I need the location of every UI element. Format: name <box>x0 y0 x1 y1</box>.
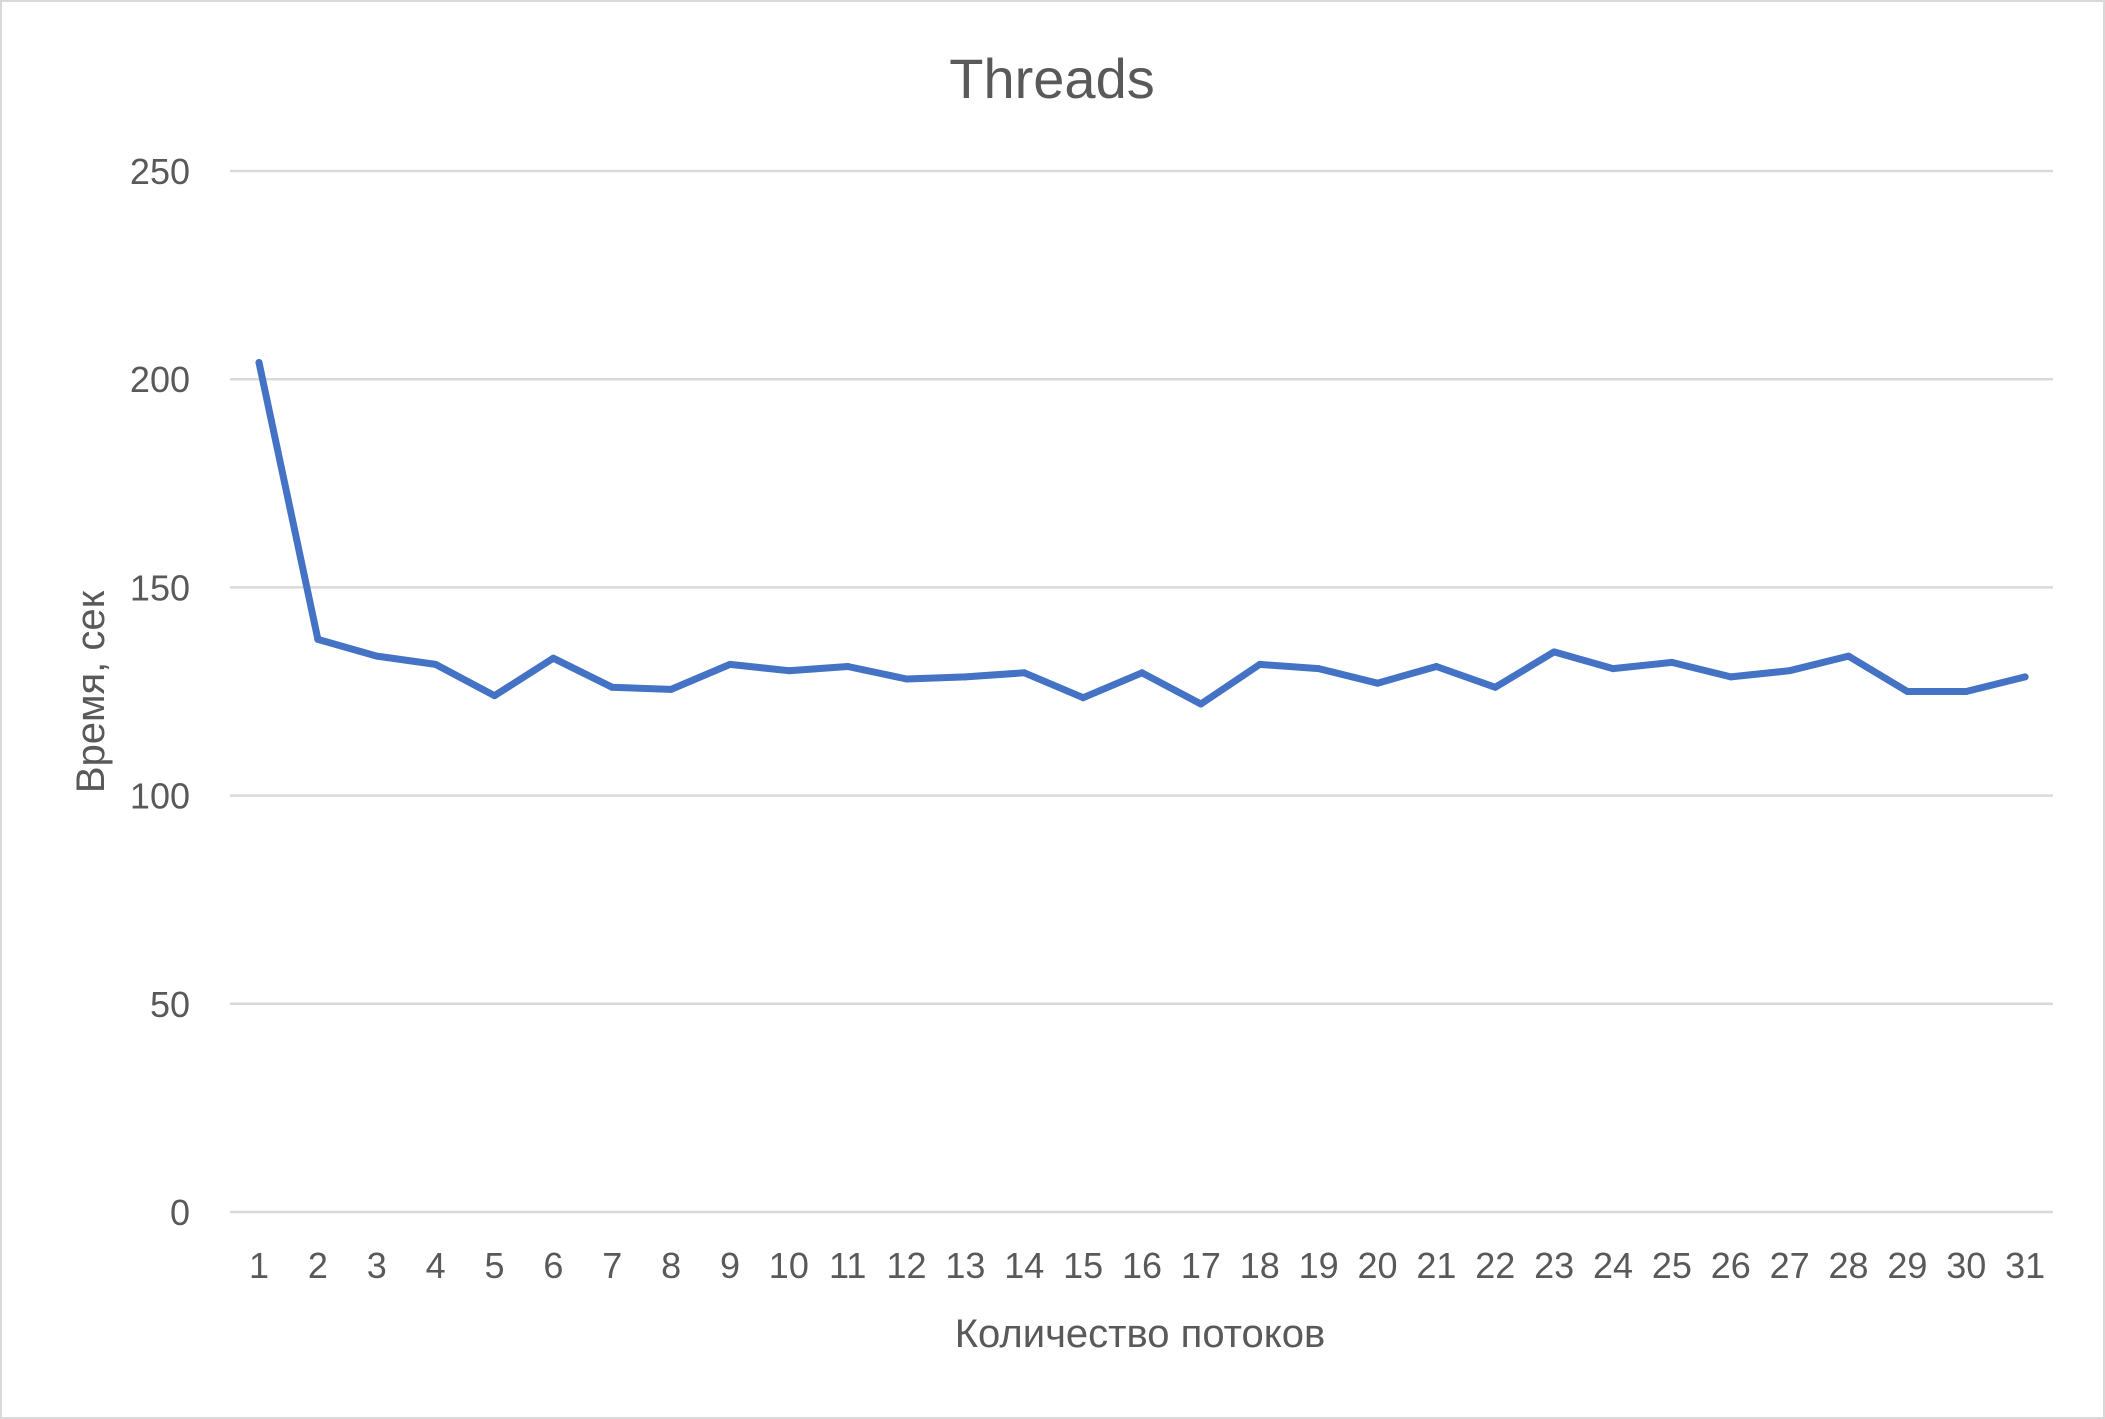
x-tick-label: 13 <box>945 1245 985 1286</box>
x-tick-labels: 1 2 3 4 5 6 7 8 9 10 11 12 13 14 15 16 17 18 19 20 21 22 23 24 2… <box>249 1245 2045 1286</box>
data-point <box>1491 683 1499 691</box>
x-tick-label: 5 <box>484 1245 504 1286</box>
x-tick-label: 19 <box>1299 1245 1339 1286</box>
series-line-0 <box>255 359 2029 708</box>
y-tick-label: 0 <box>170 1192 190 1233</box>
data-point <box>1786 667 1794 675</box>
x-tick-label: 18 <box>1240 1245 1280 1286</box>
x-tick-label: 20 <box>1358 1245 1398 1286</box>
data-point <box>549 654 557 662</box>
data-point <box>2021 673 2029 681</box>
data-point <box>844 663 852 671</box>
y-tick-label: 250 <box>130 151 190 192</box>
data-point <box>1668 658 1676 666</box>
x-tick-label: 21 <box>1416 1245 1456 1286</box>
data-point <box>1374 679 1382 687</box>
data-point <box>961 673 969 681</box>
series-layer <box>255 359 2029 708</box>
data-point <box>373 652 381 660</box>
x-tick-label: 8 <box>661 1245 681 1286</box>
y-tick-label: 50 <box>150 984 190 1025</box>
grid-lines <box>230 169 2053 1214</box>
data-point <box>314 635 322 643</box>
x-tick-label: 22 <box>1475 1245 1515 1286</box>
data-point <box>432 660 440 668</box>
data-point <box>1197 700 1205 708</box>
x-tick-label: 6 <box>543 1245 563 1286</box>
data-point <box>1079 694 1087 702</box>
x-tick-label: 11 <box>829 1245 866 1286</box>
data-point <box>1020 669 1028 677</box>
x-tick-label: 9 <box>720 1245 740 1286</box>
data-point <box>1256 660 1264 668</box>
y-tick-label: 150 <box>130 567 190 608</box>
y-axis-label: Время, сек <box>69 590 113 793</box>
y-tick-label: 100 <box>130 776 190 817</box>
data-point <box>1727 673 1735 681</box>
x-tick-label: 14 <box>1004 1245 1044 1286</box>
data-point <box>608 683 616 691</box>
x-axis-label: Количество потоков <box>955 1312 1326 1356</box>
data-point <box>1903 688 1911 695</box>
y-tick-label: 200 <box>130 359 190 400</box>
data-point <box>903 675 911 683</box>
x-tick-label: 27 <box>1770 1245 1810 1286</box>
x-tick-label: 26 <box>1711 1245 1751 1286</box>
data-point <box>1609 665 1617 673</box>
x-tick-label: 23 <box>1534 1245 1574 1286</box>
x-tick-label: 7 <box>602 1245 622 1286</box>
x-tick-label: 28 <box>1828 1245 1868 1286</box>
data-point <box>255 359 263 367</box>
x-tick-label: 12 <box>887 1245 927 1286</box>
x-tick-label: 10 <box>769 1245 809 1286</box>
x-tick-label: 4 <box>426 1245 446 1286</box>
x-tick-label: 2 <box>308 1245 328 1286</box>
data-point <box>1138 669 1146 677</box>
x-tick-label: 3 <box>367 1245 387 1286</box>
x-tick-label: 25 <box>1652 1245 1692 1286</box>
data-point <box>1315 665 1323 673</box>
x-tick-label: 24 <box>1593 1245 1633 1286</box>
x-tick-label: 30 <box>1946 1245 1986 1286</box>
y-tick-labels: 0 50 100 150 200 250 <box>130 151 190 1233</box>
data-point <box>1962 688 1970 695</box>
x-tick-label: 15 <box>1063 1245 1103 1286</box>
data-point <box>1432 663 1440 671</box>
data-point <box>785 667 793 675</box>
data-point <box>490 692 498 700</box>
x-tick-label: 31 <box>2005 1245 2045 1286</box>
chart-title: Threads <box>949 47 1154 110</box>
data-point <box>726 660 734 668</box>
x-tick-label: 29 <box>1887 1245 1927 1286</box>
x-tick-label: 17 <box>1181 1245 1221 1286</box>
data-point <box>1844 652 1852 660</box>
x-tick-label: 16 <box>1122 1245 1162 1286</box>
x-tick-label: 1 <box>249 1245 269 1286</box>
data-point <box>1550 648 1558 656</box>
data-point <box>667 685 675 693</box>
